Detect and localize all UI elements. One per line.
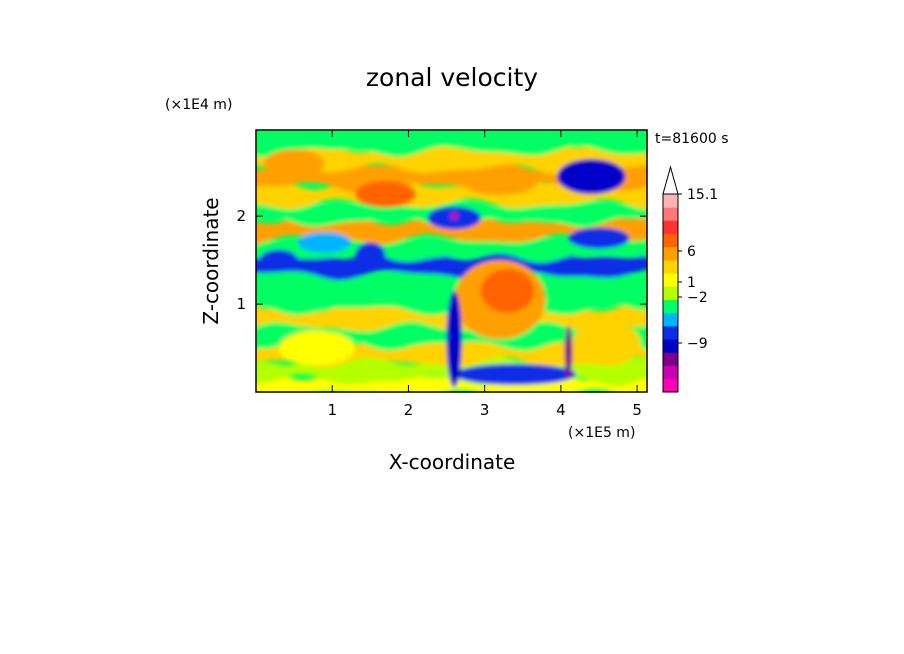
x-tick-label: 2 xyxy=(404,401,414,419)
colorbar-segment xyxy=(663,352,678,366)
colorbar-frame xyxy=(662,193,679,393)
field-feature xyxy=(572,321,641,366)
colorbar-segment xyxy=(663,194,678,208)
colorbar-segment xyxy=(663,233,678,248)
field-feature xyxy=(557,159,626,195)
colorbar-segment xyxy=(663,207,678,221)
y-tick-label: 1 xyxy=(236,295,246,313)
colorbar-label: 15.1 xyxy=(687,187,718,203)
y-axis-label: Z-coordinate xyxy=(199,197,223,324)
colorbar-segment xyxy=(663,365,678,380)
colorbar-segment xyxy=(663,326,678,340)
plot-frame xyxy=(255,129,648,393)
field-feature xyxy=(446,290,462,388)
colorbar-label: −9 xyxy=(687,336,708,352)
field-feature xyxy=(297,231,352,254)
x-unit-label: (×1E5 m) xyxy=(568,425,635,441)
field-feature xyxy=(259,249,298,271)
field-feature xyxy=(461,166,539,196)
y-axis: 12 xyxy=(236,207,647,313)
field-feature xyxy=(355,180,417,208)
colorbar-segment xyxy=(663,312,678,327)
colorbar-segment xyxy=(663,246,678,261)
colorbar-segment xyxy=(663,299,678,314)
colorbar-label: −2 xyxy=(687,290,708,306)
x-tick-label: 3 xyxy=(480,401,490,419)
x-axis: 1 2 3 4 5 xyxy=(327,130,642,419)
field-feature xyxy=(568,227,630,249)
field-feature xyxy=(480,268,535,313)
field-band xyxy=(256,130,647,158)
colorbar: 15.1 6 1−2 −9 xyxy=(662,165,718,393)
field-feature xyxy=(454,363,577,385)
time-label: t=81600 s xyxy=(655,131,729,147)
colorbar-extend-arrow xyxy=(662,165,679,195)
x-tick-label: 5 xyxy=(632,401,642,419)
field-feature xyxy=(450,212,458,220)
y-tick-label: 2 xyxy=(236,207,246,225)
field-band xyxy=(256,161,647,193)
field-feature xyxy=(263,149,325,178)
field-feature xyxy=(564,326,573,379)
y-unit-label: (×1E4 m) xyxy=(165,97,232,113)
x-tick-label: 4 xyxy=(556,401,566,419)
chart-title: zonal velocity xyxy=(366,63,538,92)
field-feature xyxy=(355,242,386,269)
x-axis-label: X-coordinate xyxy=(389,450,516,474)
colorbar-segment xyxy=(663,273,678,287)
colorbar-segment xyxy=(663,339,678,353)
colorbar-label: 1 xyxy=(687,275,696,291)
colorbar-segment xyxy=(663,220,678,234)
colorbar-segment xyxy=(663,260,678,274)
x-tick-label: 1 xyxy=(327,401,337,419)
colorbar-label: 6 xyxy=(687,244,696,260)
field-feature xyxy=(278,330,356,366)
velocity-field xyxy=(256,130,647,392)
plot-area xyxy=(256,130,647,392)
colorbar-segment xyxy=(663,378,678,393)
colorbar-segment xyxy=(663,286,678,300)
